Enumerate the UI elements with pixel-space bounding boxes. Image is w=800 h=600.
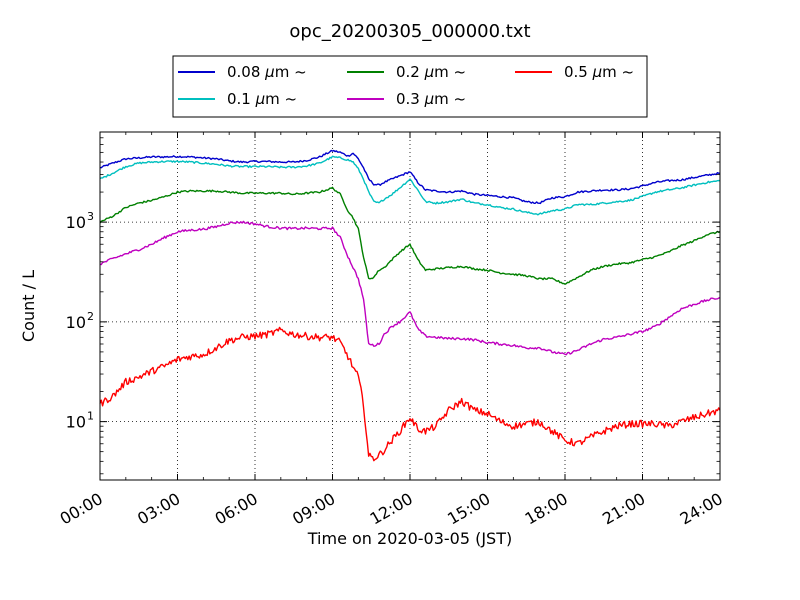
x-axis: 00:00 03:00 06:00 09:00 12:00 15:00 18:00 21:00…	[57, 132, 726, 529]
legend-label: 0.2 μm ~	[396, 63, 466, 81]
series-lines	[99, 149, 721, 462]
legend-label: 0.08 μm ~	[227, 63, 307, 81]
y-tick-exponent: 1	[87, 410, 94, 423]
chart-title: opc_20200305_000000.txt	[289, 21, 530, 42]
y-tick-exponent: 2	[87, 310, 94, 323]
x-tick-label: 15:00	[444, 489, 493, 529]
legend-label: 0.5 μm ~	[564, 63, 634, 81]
series-line	[99, 326, 721, 462]
y-tick-label: 10	[66, 213, 86, 232]
legend-label: 0.1 μm ~	[227, 90, 297, 108]
series-line	[99, 149, 721, 205]
legend: 0.08 μm ~ 0.1 μm ~ 0.2 μm ~ 0.3 μm ~ 0.5 μm …	[172, 55, 648, 118]
x-tick-label: 00:00	[57, 489, 106, 529]
y-tick-label: 10	[66, 413, 86, 432]
x-tick-label: 09:00	[289, 489, 338, 529]
x-tick-label: 24:00	[677, 489, 726, 529]
x-axis-label: Time on 2020-03-05 (JST)	[307, 529, 512, 548]
legend-label: 0.3 μm ~	[396, 90, 466, 108]
x-tick-label: 21:00	[599, 489, 648, 529]
x-tick-label: 03:00	[134, 489, 183, 529]
series-line	[99, 155, 721, 216]
legend-box	[172, 55, 648, 118]
y-tick-label: 10	[66, 313, 86, 332]
grid	[100, 132, 720, 480]
series-line	[99, 220, 721, 356]
y-tick-exponent: 3	[87, 210, 94, 223]
x-tick-label: 06:00	[212, 489, 261, 529]
x-tick-label: 12:00	[367, 489, 416, 529]
series-line	[99, 186, 721, 285]
x-tick-label: 18:00	[522, 489, 571, 529]
y-axis-label: Count / L	[19, 270, 38, 342]
